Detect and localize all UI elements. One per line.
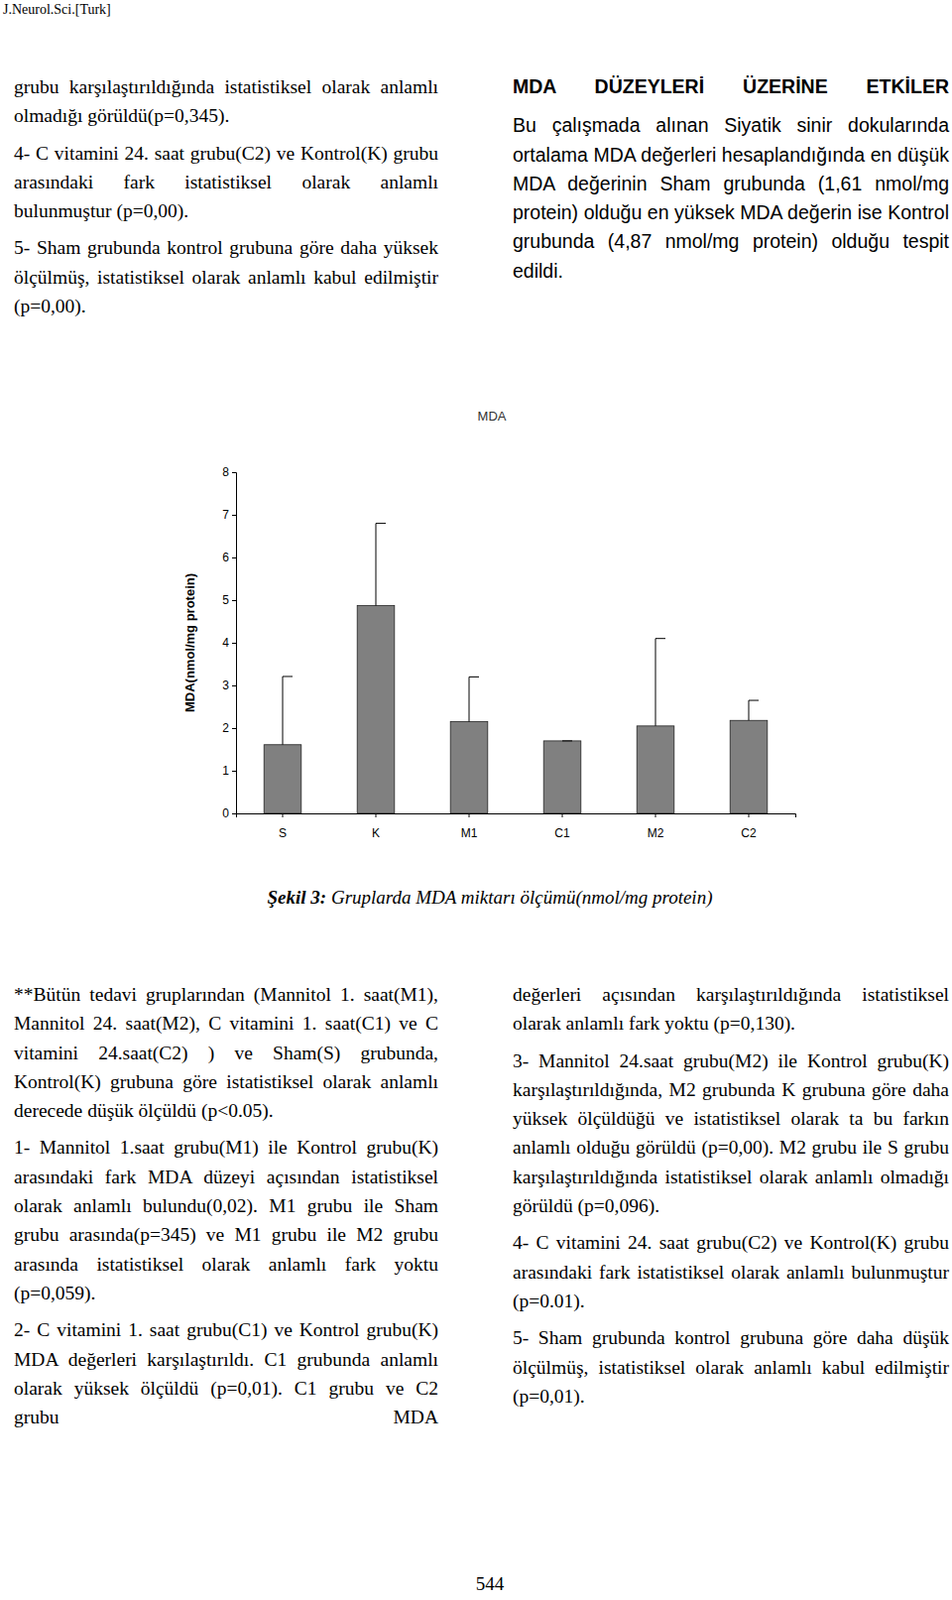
paragraph: 2- C vitamini 1. saat grubu(C1) ve Kontr… [13, 1314, 439, 1431]
chart: MDA MDA(nmol/mg protein) 0 1 2 3 4 5 6 7 8 S K M1 C1 M2… [0, 376, 952, 873]
bar [263, 744, 302, 814]
error-bar [748, 700, 759, 720]
y-tick-mark [232, 727, 237, 729]
error-bar-cap [748, 700, 759, 702]
paragraph: 4- C vitamini 24. saat grubu(C2) ve Kont… [512, 1227, 950, 1315]
paragraph: Bu çalışmada alınan Siyatik sinir dokula… [512, 111, 950, 286]
y-tick: 3 [222, 678, 237, 693]
y-tick: 6 [222, 550, 237, 565]
error-bar-stem [748, 700, 750, 720]
error-bar-stem [282, 676, 284, 745]
x-tick-label: K [371, 826, 380, 840]
y-tick-label: 5 [222, 593, 230, 607]
y-tick-label: 4 [222, 635, 230, 650]
bar [729, 719, 768, 814]
paragraph: 5- Sham grubunda kontrol grubuna göre da… [512, 1322, 950, 1411]
x-tick-mark [469, 813, 471, 818]
error-bar-cap [469, 676, 479, 678]
error-bar [469, 676, 479, 721]
x-tick-label: C1 [554, 826, 571, 840]
y-tick: 2 [222, 720, 237, 735]
error-bar [562, 739, 573, 741]
caption-text: Gruplarda MDA miktarı ölçümü(nmol/mg pro… [326, 886, 713, 908]
figure-caption: Şekil 3: Gruplarda MDA miktarı ölçümü(nm… [0, 886, 952, 909]
x-tick-label: M1 [461, 826, 478, 840]
y-axis-title: MDA(nmol/mg protein) [182, 573, 198, 713]
error-bar-cap [655, 637, 666, 639]
x-axis: S K M1 C1 M2 C2 [237, 813, 797, 840]
paragraph: 3- Mannitol 24.saat grubu(M2) ile Kontro… [512, 1046, 950, 1221]
y-tick-label: 1 [222, 763, 230, 778]
y-tick-mark [232, 770, 237, 772]
page-number: 544 [0, 1572, 952, 1595]
text-column: değerleri açısından karşılaştırıldığında… [512, 979, 950, 1419]
x-tick: S [278, 813, 287, 840]
y-tick-mark [232, 472, 237, 474]
error-bar [282, 676, 293, 745]
y-tick: 8 [222, 465, 237, 479]
bar [636, 725, 675, 814]
y-tick-mark [232, 514, 237, 516]
paragraph: **Bütün tedavi gruplarından (Mannitol 1.… [13, 979, 439, 1125]
y-tick-mark [232, 685, 237, 687]
paragraph: 4- C vitamini 24. saat grubu(C2) ve Kont… [13, 138, 439, 227]
y-tick-label: 6 [222, 550, 230, 565]
y-tick: 0 [222, 806, 237, 821]
y-tick: 5 [222, 593, 237, 607]
paragraph: 1- Mannitol 1.saat grubu(M1) ile Kontrol… [13, 1132, 439, 1308]
chart-title: MDA [477, 408, 507, 424]
y-axis: 0 1 2 3 4 5 6 7 8 [222, 465, 237, 821]
y-tick-label: 0 [222, 806, 230, 821]
paragraph: değerleri açısından karşılaştırıldığında… [512, 979, 950, 1039]
text-column: grubu karşılaştırıldığında istatistiksel… [13, 72, 439, 329]
bar [450, 721, 488, 814]
y-tick-mark [232, 813, 237, 815]
y-tick-label: 7 [222, 507, 230, 522]
error-bar [375, 523, 386, 606]
plot-area [263, 523, 768, 814]
section-heading: MDA DÜZEYLERİ ÜZERİNE ETKİLER [512, 72, 950, 102]
text-column: **Bütün tedavi gruplarından (Mannitol 1.… [13, 979, 439, 1439]
error-bar-cap [282, 675, 293, 677]
error-bar-stem [469, 676, 471, 721]
x-tick: C2 [740, 813, 757, 840]
y-tick: 1 [222, 763, 237, 778]
x-tick: M1 [461, 813, 478, 840]
x-tick-mark [282, 813, 284, 818]
y-tick-mark [232, 599, 237, 601]
x-tick-mark [375, 813, 377, 818]
x-tick-label: C2 [740, 826, 757, 840]
x-tick: K [371, 813, 380, 840]
x-tick-label: M2 [647, 826, 665, 840]
y-axis-line [232, 473, 238, 815]
error-bar-cap [562, 739, 573, 741]
x-tick-label: S [278, 826, 287, 840]
bar [357, 605, 395, 814]
x-tick-mark [562, 813, 564, 818]
y-tick: 7 [222, 507, 237, 522]
error-bar-cap [375, 522, 386, 524]
x-tick: C1 [554, 813, 571, 840]
x-axis-line [237, 814, 797, 819]
caption-label: Şekil 3: [267, 886, 328, 908]
error-bar [655, 638, 666, 726]
y-tick-label: 8 [222, 465, 230, 479]
y-tick-label: 3 [222, 678, 230, 693]
paragraph: grubu karşılaştırıldığında istatistiksel… [13, 72, 439, 131]
error-bar-stem [375, 523, 377, 606]
y-tick-mark [232, 557, 237, 559]
y-tick-label: 2 [222, 720, 230, 735]
paragraph: 5- Sham grubunda kontrol grubuna göre da… [13, 233, 439, 321]
running-header: J.Neurol.Sci.[Turk] [2, 1, 112, 18]
x-tick-mark [655, 813, 657, 818]
error-bar-stem [655, 638, 657, 726]
y-tick: 4 [222, 635, 237, 650]
x-tick: M2 [647, 813, 665, 840]
bar [543, 740, 582, 814]
y-tick-mark [232, 642, 237, 644]
text-column: MDA DÜZEYLERİ ÜZERİNE ETKİLER Bu çalışmad… [512, 72, 950, 294]
x-tick-mark [748, 813, 750, 818]
